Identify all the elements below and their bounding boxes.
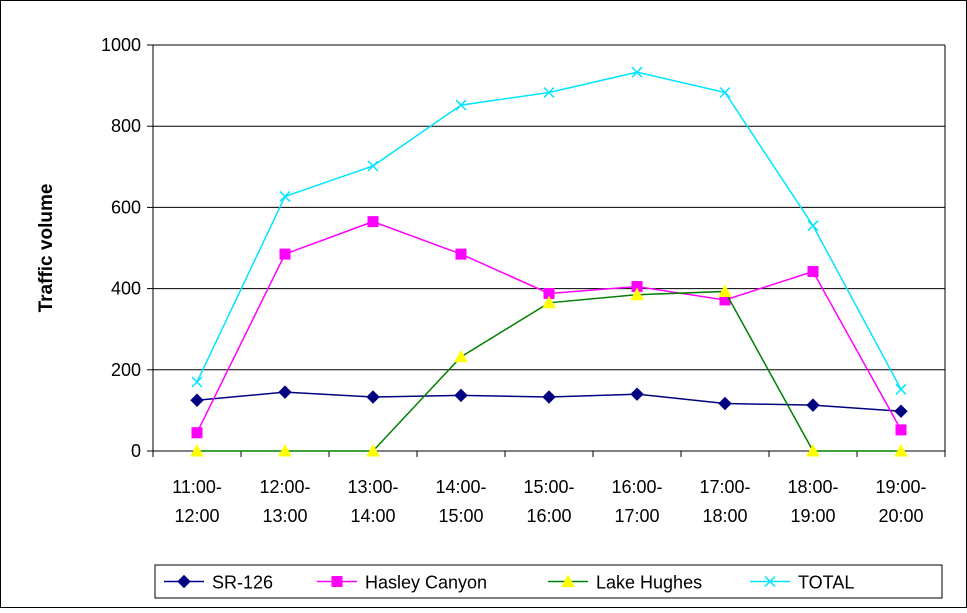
data-point: [807, 220, 819, 232]
legend-label: SR-126: [212, 573, 273, 593]
data-point: [630, 287, 644, 301]
y-tick-label: 200: [111, 360, 141, 380]
series-sr-126: [190, 385, 908, 418]
series-hasley-canyon: [191, 216, 907, 439]
marker-stroke: [719, 86, 731, 99]
data-point: [366, 443, 380, 457]
x-tick-label: 19:00-20:00: [875, 477, 926, 526]
data-point: [191, 427, 203, 439]
data-point: [367, 216, 379, 228]
data-point: [454, 349, 468, 363]
x-tick-label: 12:00-13:00: [259, 477, 310, 526]
marker-stroke: [367, 160, 379, 172]
x-tick-label: 16:00-17:00: [611, 477, 662, 526]
data-point: [894, 443, 908, 457]
data-point: [278, 443, 292, 457]
x-tick-label: 18:00-19:00: [787, 477, 838, 526]
data-point: [278, 385, 292, 399]
legend-label: TOTAL: [798, 573, 854, 593]
marker-stroke: [543, 86, 555, 99]
legend-item-sr-126: SR-126: [164, 573, 273, 593]
y-tick-label: 600: [111, 197, 141, 217]
series-lake-hughes: [190, 284, 908, 457]
x-tick-label: 13:00-14:00: [347, 477, 398, 526]
legend-marker: [177, 574, 191, 589]
data-point: [366, 390, 380, 404]
y-tick-label: 1000: [101, 35, 141, 55]
legend-item-lake-hughes: Lake Hughes: [548, 573, 702, 593]
y-axis-title: Traffic volume: [36, 184, 57, 313]
legend-marker: [561, 574, 575, 587]
data-point: [806, 443, 820, 457]
marker-stroke: [455, 99, 467, 111]
y-tick-label: 800: [111, 116, 141, 136]
legend-box: [154, 564, 943, 599]
data-point: [894, 404, 908, 418]
series-total: [191, 66, 907, 395]
legend-label: Lake Hughes: [596, 573, 702, 593]
data-point: [630, 387, 644, 401]
data-point: [190, 443, 204, 457]
y-tick-label: 0: [131, 441, 141, 461]
data-point: [455, 99, 467, 111]
x-tick-label: 11:00-12:00: [172, 477, 222, 526]
data-point: [454, 388, 468, 403]
legend-label: Hasley Canyon: [365, 573, 487, 593]
data-point: [807, 266, 819, 278]
marker-stroke: [764, 575, 776, 588]
x-tick-label: 14:00-15:00: [435, 477, 486, 526]
data-point: [190, 393, 204, 407]
data-point: [895, 383, 907, 395]
legend-item-total: TOTAL: [750, 573, 854, 593]
x-tick-label: 17:00-18:00: [699, 477, 750, 526]
data-point: [719, 86, 731, 99]
data-point: [543, 86, 555, 99]
marker-stroke: [895, 383, 907, 395]
data-point: [367, 160, 379, 172]
marker-stroke: [807, 220, 819, 232]
data-point: [279, 190, 291, 202]
data-point: [279, 248, 291, 260]
data-point: [455, 248, 467, 260]
marker-stroke: [279, 190, 291, 202]
data-point: [542, 390, 556, 404]
data-point: [718, 396, 732, 411]
data-point: [191, 376, 203, 388]
marker-stroke: [631, 66, 643, 78]
legend-item-hasley-canyon: Hasley Canyon: [317, 573, 487, 593]
x-tick-label: 15:00-16:00: [523, 477, 574, 526]
data-point: [895, 424, 907, 436]
data-point: [542, 295, 556, 309]
legend-marker: [331, 576, 343, 587]
data-point: [806, 398, 820, 412]
data-point: [631, 66, 643, 78]
legend-marker: [764, 575, 776, 588]
y-tick-label: 400: [111, 279, 141, 299]
data-point: [718, 284, 732, 297]
marker-stroke: [191, 376, 203, 388]
